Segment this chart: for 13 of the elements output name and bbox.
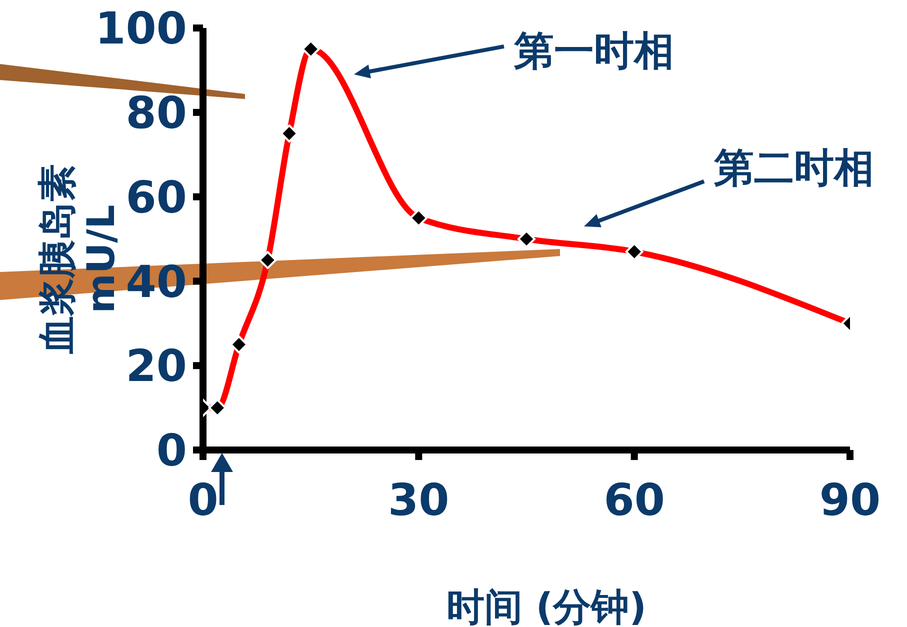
x-tick-label: 0	[188, 475, 218, 526]
y-tick-label: 20	[126, 341, 187, 392]
annotation: 第二时相	[713, 145, 874, 192]
y-tick-label: 0	[156, 426, 187, 477]
x-tick-label: 30	[388, 475, 450, 526]
y-axis-title: 血浆胰岛素 mU/L	[35, 164, 123, 355]
y-tick-label: 80	[126, 88, 187, 140]
annotation: 第一时相	[512, 28, 674, 74]
y-tick-label: 60	[126, 172, 187, 224]
y-tick-label: 100	[95, 4, 187, 55]
x-tick-label: 90	[819, 475, 881, 526]
x-tick-label: 60	[604, 475, 665, 526]
x-axis-title: 时间 (分钟)	[446, 585, 646, 627]
